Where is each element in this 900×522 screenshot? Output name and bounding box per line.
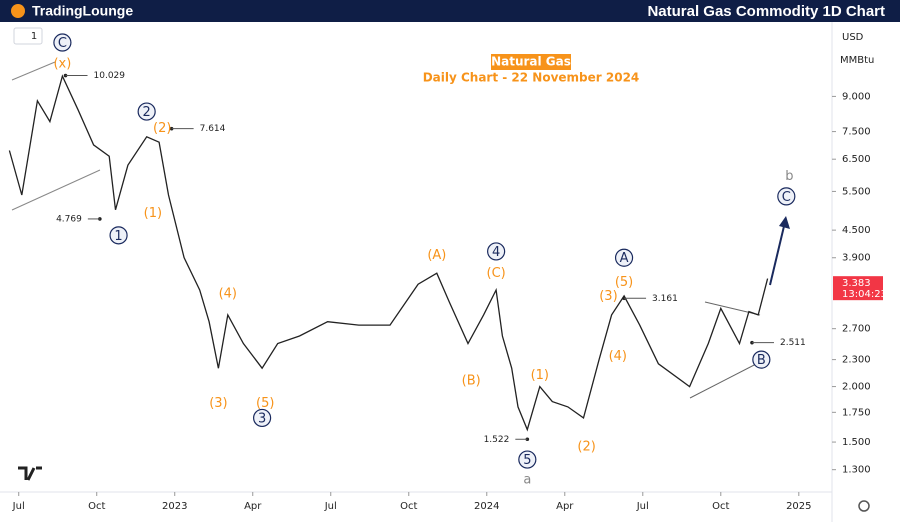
x-tick-label: 2025 <box>786 501 811 512</box>
wave-label: b <box>785 169 793 184</box>
y-tick-label: 5.500 <box>842 186 871 197</box>
wave-label: C <box>782 190 791 205</box>
currency-label: USD <box>842 32 864 43</box>
y-tick-label: 4.500 <box>842 225 871 236</box>
wave-label: 3 <box>258 411 266 426</box>
x-tick-label: Oct <box>712 501 729 512</box>
wave-label: 1 <box>114 229 122 244</box>
wave-label: (B) <box>462 373 481 388</box>
subtitle-date: Daily Chart - 22 November 2024 <box>423 71 640 85</box>
wave-label: 2 <box>143 105 151 120</box>
wave-circle <box>137 102 156 121</box>
x-tick-label: Apr <box>556 501 574 512</box>
wave-label: (1) <box>144 206 162 221</box>
y-tick-label: 6.500 <box>842 154 871 165</box>
subtitle-box <box>491 54 571 70</box>
x-tick-label: 2023 <box>162 501 187 512</box>
y-tick-label: 2.000 <box>842 382 871 393</box>
wave-circle <box>53 33 72 52</box>
wave-label: a <box>523 472 531 487</box>
arrow-head <box>779 216 790 229</box>
wave-label: (A) <box>427 248 446 263</box>
level-label: 7.614 <box>200 124 226 134</box>
level-label: 10.029 <box>94 71 126 81</box>
level-label: 1.522 <box>484 435 510 445</box>
interval-button[interactable] <box>13 27 43 45</box>
brand: TradingLounge <box>32 3 133 19</box>
x-tick-label: Apr <box>244 501 262 512</box>
triangle-line <box>689 361 761 399</box>
wave-label: 5 <box>523 453 531 468</box>
wave-label: (4) <box>219 286 237 301</box>
projection-arrow <box>769 221 786 286</box>
header-bar <box>0 0 900 22</box>
wave-label: (5) <box>615 275 633 290</box>
wave-label: (4) <box>609 349 627 364</box>
y-tick-label: 3.900 <box>842 253 871 264</box>
y-tick-label: 7.500 <box>842 127 871 138</box>
channel-line <box>11 169 101 211</box>
level-label: 2.511 <box>780 338 806 348</box>
chart-title: Natural Gas Commodity 1D Chart <box>647 3 885 20</box>
wave-circle <box>777 187 796 206</box>
wave-circle <box>253 408 272 428</box>
channel-line <box>11 61 56 81</box>
wave-label: B <box>757 353 766 368</box>
wave-label: (2) <box>577 439 595 454</box>
tv-logo <box>18 466 42 481</box>
level-label: 4.769 <box>56 214 82 224</box>
y-tick-label: 1.500 <box>842 437 871 448</box>
wave-label: A <box>620 251 629 266</box>
y-tick-label: 2.300 <box>842 355 871 366</box>
level-label: 3.161 <box>652 294 678 304</box>
wave-label: (1) <box>531 368 549 383</box>
wave-circle <box>109 226 128 245</box>
logo-icon <box>11 4 25 18</box>
wave-label: (5) <box>256 396 274 411</box>
wave-label: (x) <box>53 57 71 72</box>
wave-circle <box>487 242 506 261</box>
wave-label: 4 <box>492 245 500 260</box>
price-tag-value: 3.383 <box>842 278 871 289</box>
y-tick-label: 1.300 <box>842 465 871 476</box>
x-tick-label: Oct <box>400 501 417 512</box>
x-tick-label: 2024 <box>474 501 499 512</box>
x-tick-label: Jul <box>324 501 337 512</box>
settings-icon[interactable] <box>858 500 870 512</box>
y-tick-label: 2.700 <box>842 324 871 335</box>
wave-label: (3) <box>599 289 617 304</box>
price-line <box>8 74 769 432</box>
y-tick-label: 1.750 <box>842 407 871 418</box>
subtitle: Natural Gas <box>491 55 571 69</box>
interval-label: 1 <box>31 31 37 42</box>
price-tag-time: 13:04:23 <box>842 289 887 300</box>
y-tick-label: 9.000 <box>842 91 871 102</box>
price-tag <box>833 276 883 301</box>
wave-circle <box>752 350 771 369</box>
x-tick-label: Jul <box>636 501 649 512</box>
x-tick-label: Jul <box>12 501 25 512</box>
wave-label: (3) <box>209 396 227 411</box>
unit-label: MMBtu <box>840 55 874 66</box>
x-tick-label: Oct <box>88 501 105 512</box>
wave-label: (C) <box>487 266 506 281</box>
wave-circle <box>614 248 634 267</box>
wave-circle <box>518 450 537 469</box>
wave-label: C <box>58 36 67 51</box>
wave-label: (2) <box>153 121 171 136</box>
